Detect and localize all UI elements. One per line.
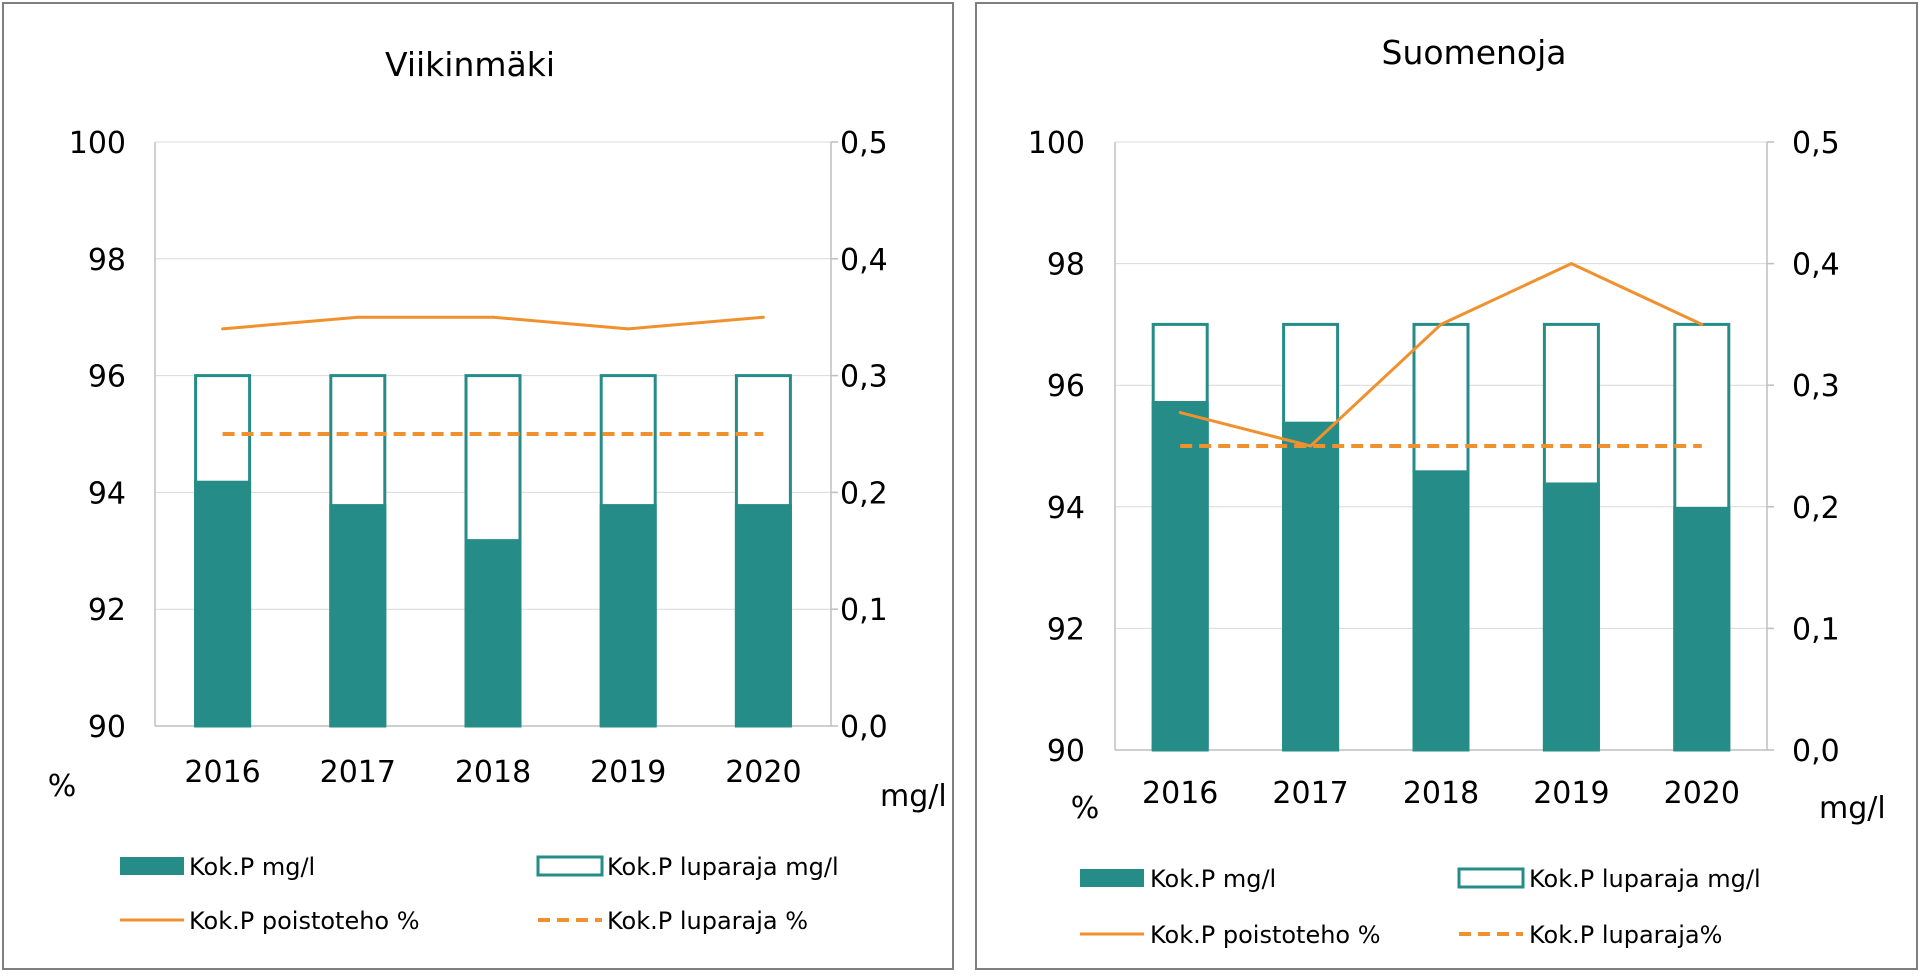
legend-label: Kok.P luparaja mg/l	[1529, 865, 1761, 893]
bar-kokp-mgl	[1282, 421, 1340, 750]
y-left-tick-label: 92	[88, 593, 126, 628]
y-left-tick-label: 90	[1047, 734, 1085, 769]
y-right-unit-label: mg/l	[880, 779, 947, 814]
y-left-unit-label: %	[1071, 791, 1100, 826]
y-left-tick-label: 98	[1047, 248, 1085, 283]
x-tick-label: 2018	[1403, 776, 1479, 811]
poistoteho-point	[1178, 411, 1182, 415]
y-left-tick-label: 100	[69, 126, 126, 161]
chart-viikinmaki: Viikinmäki 90 92 94 96 98 100 0,0 0,1 0,2 0,3 0,4 0,…	[48, 45, 947, 935]
legend-label: Kok.P poistoteho %	[1150, 921, 1381, 949]
legend-label: Kok.P poistoteho %	[189, 907, 420, 935]
y-right-tick-label: 0,0	[840, 710, 888, 745]
y-left-tick-label: 94	[88, 476, 126, 511]
x-tick-label: 2017	[1272, 776, 1348, 811]
bar-kokp-mgl	[194, 480, 252, 726]
y-right-tick-label: 0,3	[840, 360, 888, 395]
y-right-tick-label: 0,4	[1792, 248, 1840, 283]
legend-swatch	[120, 857, 184, 875]
poistoteho-point	[1309, 444, 1313, 448]
y-left-tick-label: 94	[1047, 491, 1085, 526]
y-left-tick-label: 90	[88, 710, 126, 745]
chart-panel-viikinmaki: Viikinmäki 90 92 94 96 98 100 0,0 0,1 0,2 0,3 0,4 0,…	[2, 2, 954, 970]
legend-label: Kok.P mg/l	[189, 853, 315, 881]
legend-label: Kok.P luparaja %	[607, 907, 808, 935]
poistoteho-point	[1439, 322, 1443, 326]
legend-swatch	[1457, 867, 1525, 889]
x-tick-label: 2017	[320, 755, 396, 790]
legend-label: Kok.P mg/l	[1150, 865, 1276, 893]
legend-label: Kok.P luparaja%	[1529, 921, 1722, 949]
legend-swatch	[536, 855, 604, 877]
x-tick-label: 2020	[1664, 776, 1740, 811]
x-tick-label: 2016	[1142, 776, 1218, 811]
bar-kokp-mgl	[1412, 470, 1470, 750]
y-left-tick-label: 96	[88, 360, 126, 395]
y-right-tick-label: 0,2	[840, 476, 888, 511]
y-left-tick-label: 100	[1028, 126, 1085, 161]
bar-kokp-mgl	[1151, 401, 1209, 750]
bar-kokp-mgl	[329, 504, 387, 726]
y-left-tick-label: 92	[1047, 612, 1085, 647]
line-poistoteho-percent	[222, 315, 764, 331]
bar-kokp-mgl	[599, 504, 657, 726]
x-tick-label: 2016	[184, 755, 260, 790]
poistoteho-point	[491, 315, 495, 319]
chart-suomenoja: Suomenoja 90 92 94 96 98 100 0,0 0,1 0,2 0,3 0,4 0,5…	[1028, 33, 1886, 949]
y-right-tick-label: 0,4	[840, 243, 888, 278]
x-tick-label: 2020	[725, 755, 801, 790]
bar-kokp-mgl	[734, 504, 792, 726]
poistoteho-point	[356, 315, 360, 319]
bar-kokp-mgl	[1542, 482, 1600, 750]
chart-panel-suomenoja: Suomenoja 90 92 94 96 98 100 0,0 0,1 0,2 0,3 0,4 0,5…	[975, 2, 1918, 970]
bar-kokp-mgl	[464, 539, 522, 726]
x-tick-label: 2018	[455, 755, 531, 790]
chart-title: Suomenoja	[1382, 33, 1567, 72]
y-left-unit-label: %	[48, 769, 77, 804]
y-left-tick-label: 98	[88, 243, 126, 278]
y-right-tick-label: 0,5	[840, 126, 888, 161]
x-tick-label: 2019	[1533, 776, 1609, 811]
y-right-tick-label: 0,3	[1792, 369, 1840, 404]
y-right-tick-label: 0,1	[1792, 612, 1840, 647]
legend-label: Kok.P luparaja mg/l	[607, 853, 839, 881]
y-right-unit-label: mg/l	[1819, 791, 1886, 826]
poistoteho-point	[626, 327, 630, 331]
y-left-tick-label: 96	[1047, 369, 1085, 404]
y-right-tick-label: 0,1	[840, 593, 888, 628]
legend-swatch	[1080, 869, 1144, 887]
poistoteho-point	[1700, 322, 1704, 326]
poistoteho-point	[1569, 262, 1573, 266]
poistoteho-point	[761, 315, 765, 319]
y-right-tick-label: 0,5	[1792, 126, 1840, 161]
bar-kokp-mgl	[1673, 506, 1731, 750]
chart-title: Viikinmäki	[385, 45, 555, 84]
poistoteho-point	[221, 327, 225, 331]
y-right-tick-label: 0,0	[1792, 734, 1840, 769]
y-right-tick-label: 0,2	[1792, 491, 1840, 526]
x-tick-label: 2019	[590, 755, 666, 790]
